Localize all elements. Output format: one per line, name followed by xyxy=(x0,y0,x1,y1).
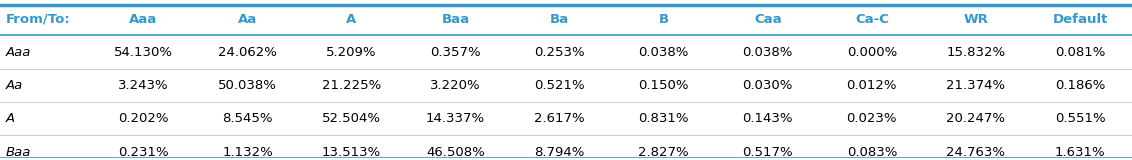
Text: 3.243%: 3.243% xyxy=(118,79,169,92)
Text: 0.150%: 0.150% xyxy=(638,79,689,92)
Text: 1.631%: 1.631% xyxy=(1055,146,1105,159)
Text: WR: WR xyxy=(963,12,988,25)
Text: 8.545%: 8.545% xyxy=(222,112,273,125)
Text: 50.038%: 50.038% xyxy=(218,79,277,92)
Text: 24.763%: 24.763% xyxy=(946,146,1005,159)
Text: B: B xyxy=(659,12,669,25)
Text: A: A xyxy=(6,112,15,125)
Text: 0.143%: 0.143% xyxy=(743,112,794,125)
Text: 21.374%: 21.374% xyxy=(946,79,1005,92)
Text: Ba: Ba xyxy=(550,12,569,25)
Text: Baa: Baa xyxy=(6,146,31,159)
Text: 0.831%: 0.831% xyxy=(638,112,689,125)
Text: 54.130%: 54.130% xyxy=(114,46,173,59)
Text: 0.000%: 0.000% xyxy=(847,46,897,59)
Text: 1.132%: 1.132% xyxy=(222,146,273,159)
Text: 0.038%: 0.038% xyxy=(638,46,689,59)
Text: 5.209%: 5.209% xyxy=(326,46,377,59)
Text: 24.062%: 24.062% xyxy=(218,46,277,59)
Text: A: A xyxy=(346,12,357,25)
Text: 0.231%: 0.231% xyxy=(118,146,169,159)
Text: 0.038%: 0.038% xyxy=(743,46,794,59)
Text: 0.023%: 0.023% xyxy=(847,112,897,125)
Text: 21.225%: 21.225% xyxy=(321,79,381,92)
Text: Aaa: Aaa xyxy=(6,46,31,59)
Text: 14.337%: 14.337% xyxy=(426,112,486,125)
Text: Aaa: Aaa xyxy=(129,12,157,25)
Text: 0.517%: 0.517% xyxy=(743,146,794,159)
Text: 13.513%: 13.513% xyxy=(321,146,381,159)
Text: 52.504%: 52.504% xyxy=(321,112,381,125)
Text: Default: Default xyxy=(1053,12,1107,25)
Text: 0.186%: 0.186% xyxy=(1055,79,1105,92)
Text: 15.832%: 15.832% xyxy=(946,46,1005,59)
Text: Caa: Caa xyxy=(754,12,781,25)
Text: Aa: Aa xyxy=(238,12,257,25)
Text: 0.083%: 0.083% xyxy=(847,146,897,159)
Text: 0.253%: 0.253% xyxy=(534,46,585,59)
Text: 0.202%: 0.202% xyxy=(118,112,169,125)
Text: From/To:: From/To: xyxy=(6,12,70,25)
Text: 0.551%: 0.551% xyxy=(1055,112,1105,125)
Text: 0.081%: 0.081% xyxy=(1055,46,1105,59)
Text: 0.357%: 0.357% xyxy=(430,46,481,59)
Text: 0.521%: 0.521% xyxy=(534,79,585,92)
Text: 2.827%: 2.827% xyxy=(638,146,689,159)
Text: 3.220%: 3.220% xyxy=(430,79,481,92)
Text: 20.247%: 20.247% xyxy=(946,112,1005,125)
Text: 0.030%: 0.030% xyxy=(743,79,794,92)
Text: Baa: Baa xyxy=(441,12,470,25)
Text: Ca-C: Ca-C xyxy=(855,12,889,25)
Text: Aa: Aa xyxy=(6,79,23,92)
Text: 2.617%: 2.617% xyxy=(534,112,585,125)
Text: 8.794%: 8.794% xyxy=(534,146,585,159)
Text: 46.508%: 46.508% xyxy=(427,146,484,159)
Text: 0.012%: 0.012% xyxy=(847,79,897,92)
